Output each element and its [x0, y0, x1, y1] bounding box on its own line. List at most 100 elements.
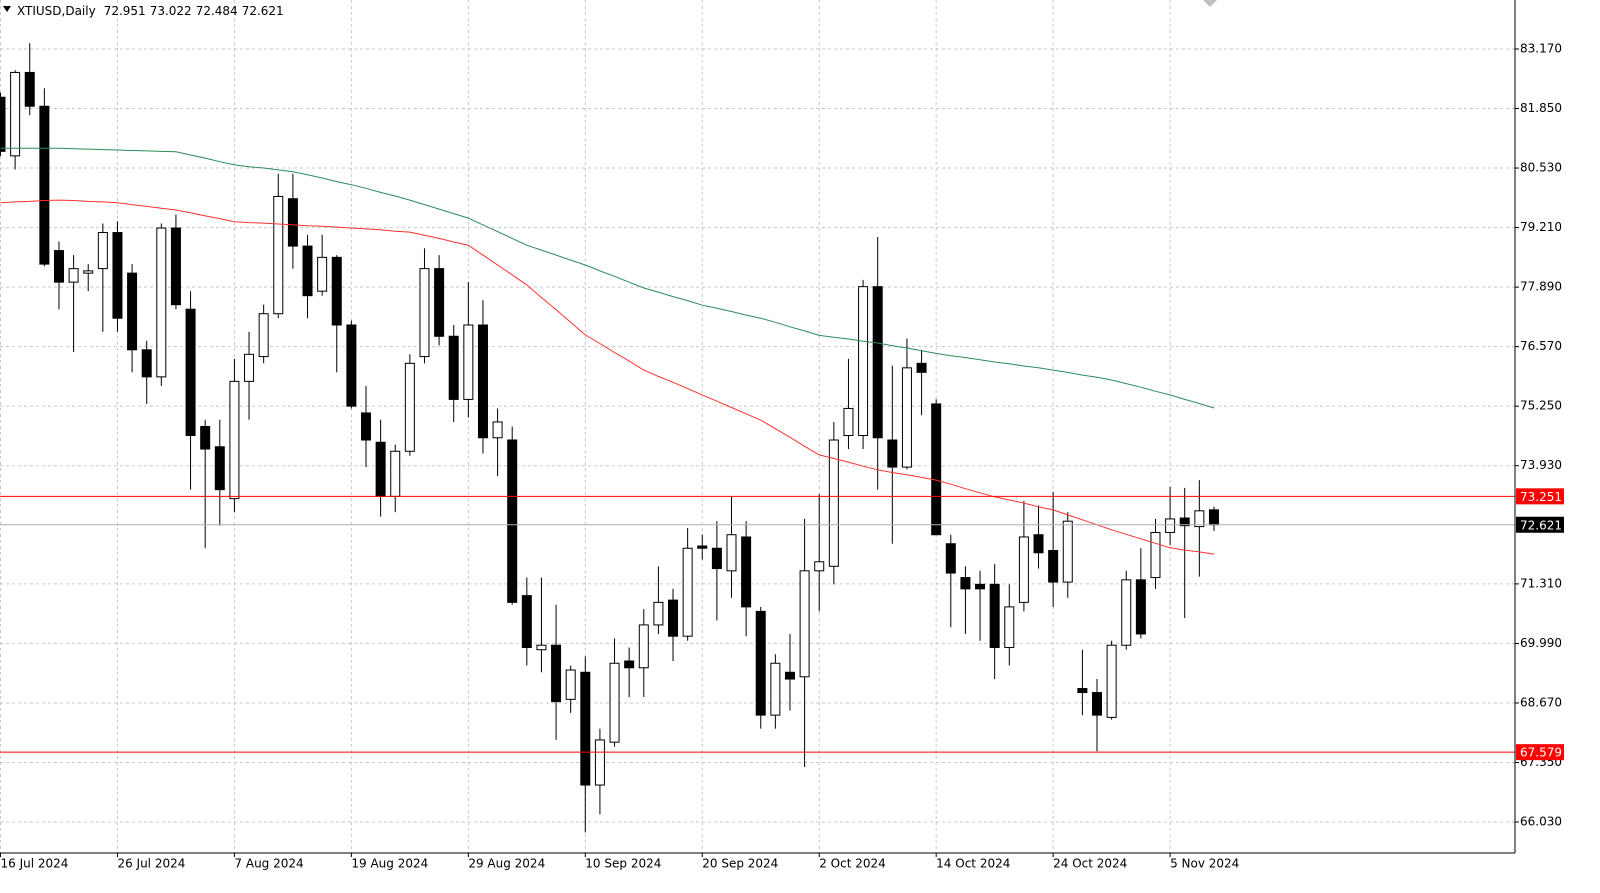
- candle-body-down: [200, 425, 211, 450]
- candle-body-down: [346, 324, 357, 407]
- candle-body-down: [755, 610, 766, 716]
- candle-body-up: [536, 644, 547, 651]
- candle-body-down: [1179, 517, 1190, 527]
- candle-body-up: [858, 286, 869, 436]
- y-tick-label: 77.890: [1520, 280, 1562, 294]
- moving-average-line: [0, 199, 1215, 555]
- candle-body-down: [1092, 692, 1102, 716]
- plot-area: [0, 43, 1515, 833]
- open-label: 72.951: [104, 4, 146, 18]
- shift-marker[interactable]: [1203, 0, 1217, 7]
- candle-body-up: [1165, 518, 1176, 533]
- candle-body-down: [302, 245, 313, 297]
- candle-body-down: [375, 441, 386, 497]
- x-tick-label: 2 Oct 2024: [819, 857, 886, 871]
- candle-body-down: [1048, 550, 1059, 583]
- candle-body-down: [0, 96, 6, 152]
- candle-body-down: [1077, 688, 1088, 694]
- level-box: [1516, 744, 1564, 761]
- candle-body-up: [682, 547, 693, 637]
- candle-body-down: [741, 536, 752, 608]
- candle-body-down: [945, 543, 956, 574]
- candle-body-up: [317, 256, 328, 292]
- close-label: 72.621: [242, 4, 284, 18]
- candle-body-down: [507, 439, 518, 603]
- candle-body-down: [711, 547, 722, 570]
- candle-body-up: [404, 362, 415, 452]
- candle-body-down: [1135, 579, 1146, 635]
- x-tick-label: 19 Aug 2024: [351, 857, 428, 871]
- candle-body-up: [653, 601, 664, 626]
- candle-body-up: [1194, 510, 1205, 528]
- candle-body-up: [814, 561, 825, 572]
- candle-body-down: [434, 268, 445, 337]
- axis-labels: 83.170 81.850 80.530 79.210 77.890 76.570 75.2…: [0, 41, 1564, 871]
- y-tick-label: 75.250: [1520, 399, 1562, 413]
- candle-body-up: [1062, 520, 1073, 583]
- candle-body-down: [53, 250, 64, 283]
- candle-body-down: [331, 256, 342, 326]
- candle-body-down: [887, 439, 898, 468]
- candle-body-up: [565, 669, 576, 700]
- candle-body-down: [1033, 534, 1044, 554]
- x-tick-label: 5 Nov 2024: [1170, 857, 1239, 871]
- symbol: XTIUSD,Daily: [17, 4, 96, 18]
- level-box: [1516, 488, 1564, 505]
- candle-body-up: [638, 624, 649, 669]
- candle-body-down: [477, 324, 488, 439]
- candle-body-down: [989, 583, 1000, 648]
- candle-body-up: [1004, 606, 1015, 648]
- y-tick-label: 81.850: [1520, 101, 1562, 115]
- x-tick-label: 20 Sep 2024: [702, 857, 778, 871]
- candle-body-up: [390, 450, 401, 497]
- candle-body-down: [931, 403, 942, 536]
- y-tick-label: 66.030: [1520, 815, 1562, 829]
- candle-body-down: [127, 272, 138, 351]
- candle-body-up: [492, 421, 503, 439]
- candle-body-down: [448, 335, 459, 400]
- candle-body-down: [872, 286, 883, 439]
- candle-body-down: [916, 362, 927, 373]
- candle-body-up: [10, 71, 21, 157]
- candle-body-down: [521, 595, 532, 648]
- level-label: 73.251: [1520, 490, 1562, 504]
- y-tick-label: 69.990: [1520, 636, 1562, 650]
- candle-body-down: [1208, 509, 1219, 526]
- last-price-box: [1516, 516, 1564, 533]
- menu-triangle[interactable]: [3, 6, 11, 12]
- candle-body-down: [287, 198, 298, 247]
- candle-body-down: [214, 446, 225, 491]
- y-tick-label: 80.530: [1520, 161, 1562, 175]
- high-label: 73.022: [150, 4, 192, 18]
- x-tick-label: 16 Jul 2024: [1, 857, 69, 871]
- candle-body-down: [551, 644, 562, 703]
- candle-body-down: [112, 232, 123, 319]
- candle-body-down: [39, 105, 50, 265]
- candle-body-up: [156, 227, 167, 378]
- candle-body-up: [1106, 644, 1117, 718]
- candle-body-up: [726, 534, 737, 572]
- candle-body-up: [901, 367, 912, 468]
- candle-body-up: [244, 353, 255, 382]
- candle-body-down: [697, 545, 708, 549]
- x-tick-label: 24 Oct 2024: [1053, 857, 1127, 871]
- candle-body-up: [1121, 579, 1132, 646]
- candle-body-up: [463, 324, 474, 400]
- header: XTIUSD,Daily 72.951 73.022 72.484 72.621: [17, 4, 284, 18]
- candle-body-up: [828, 439, 839, 567]
- candle-body-down: [170, 227, 181, 306]
- y-tick-label: 73.930: [1520, 458, 1562, 472]
- candle-body-up: [770, 662, 781, 716]
- candle-body-down: [141, 349, 152, 378]
- candle-body-up: [1018, 536, 1029, 603]
- candle-body-up: [258, 313, 269, 358]
- y-tick-label: 71.310: [1520, 576, 1562, 590]
- candle-body-up: [68, 268, 79, 283]
- y-tick-label: 83.170: [1520, 41, 1562, 55]
- y-tick-label: 79.210: [1520, 220, 1562, 234]
- y-tick-label: 76.570: [1520, 339, 1562, 353]
- candle-body-down: [624, 660, 635, 669]
- candle-body-down: [580, 671, 591, 786]
